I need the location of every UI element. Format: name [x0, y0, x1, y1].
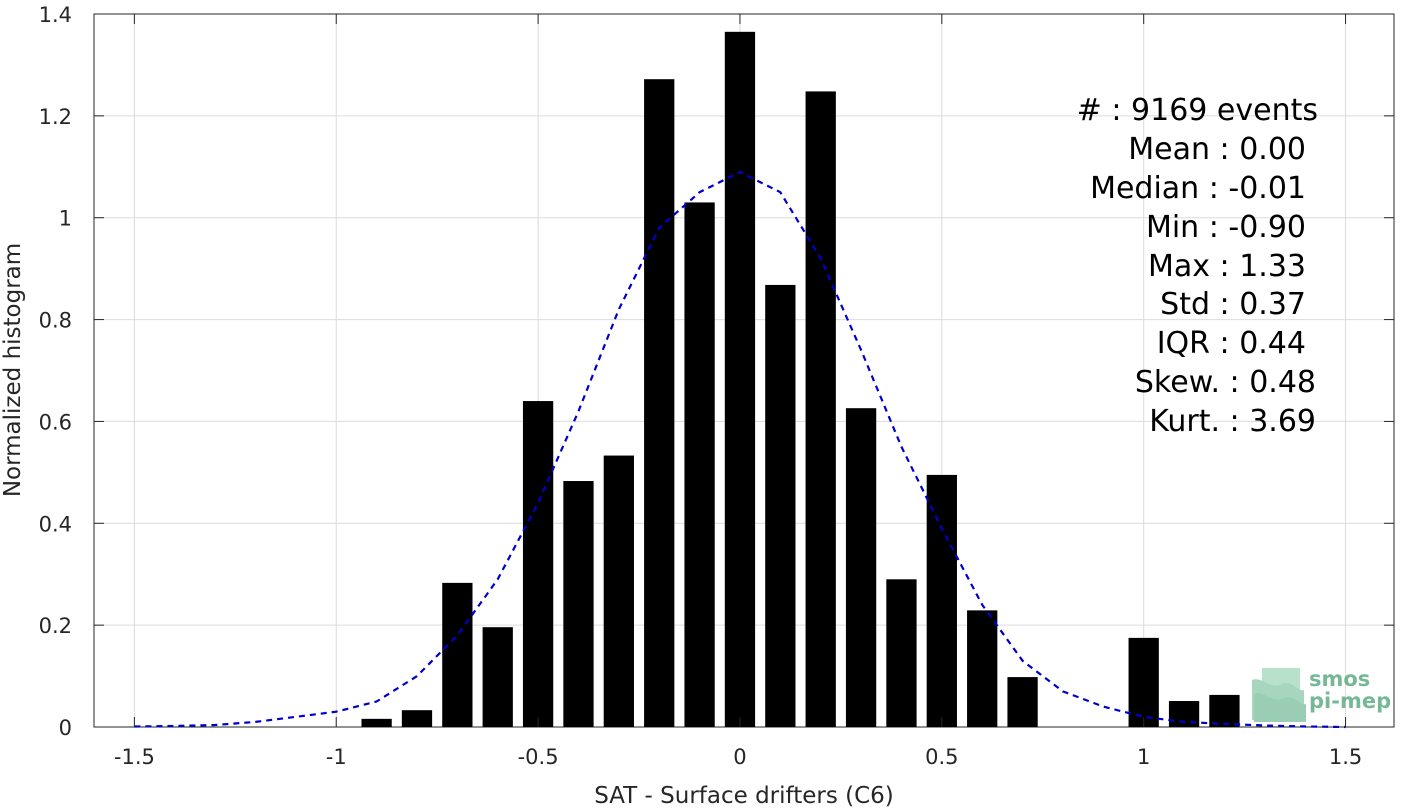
statistics-block: # : 9169 events Mean : 0.00 Median : -0.…	[1077, 93, 1318, 439]
y-tick-label: 0.6	[39, 410, 72, 434]
stat-mean: Mean : 0.00	[1128, 132, 1306, 167]
histogram-bar	[805, 91, 836, 727]
histogram-bar	[967, 610, 998, 727]
histogram-bar	[482, 627, 513, 727]
stat-median: Median : -0.01	[1090, 171, 1306, 206]
logo-text-pimep: pi-mep	[1309, 689, 1391, 713]
x-tick-label: -1.5	[114, 745, 155, 769]
histogram-bar	[1209, 694, 1240, 727]
stat-iqr: IQR : 0.44	[1157, 326, 1306, 361]
x-tick-label: 1	[1137, 745, 1150, 769]
x-tick-label: 0.5	[925, 745, 958, 769]
histogram-bar	[361, 718, 392, 727]
y-tick-label: 1.4	[39, 3, 72, 27]
x-axis-label: SAT - Surface drifters (C6)	[594, 783, 894, 809]
normal-fit-curve	[134, 170, 1346, 729]
x-tick-label: -1	[326, 745, 347, 769]
bars	[361, 31, 1240, 727]
histogram-bar	[765, 284, 796, 727]
histogram-bar	[1007, 677, 1038, 727]
histogram-bar	[522, 401, 554, 727]
logo-mark-icon	[1252, 668, 1306, 722]
histogram-bar	[442, 582, 473, 727]
histogram-bar	[724, 31, 756, 727]
histogram-bar	[1128, 637, 1159, 727]
x-tick-label: -0.5	[518, 745, 559, 769]
y-tick-label: 0	[59, 716, 72, 740]
histogram-bar	[603, 455, 634, 727]
stat-kurt: Kurt. : 3.69	[1149, 404, 1316, 439]
y-axis-label: Normalized histogram	[0, 243, 26, 497]
smos-pi-mep-logo: smos pi-mep	[1252, 667, 1391, 722]
stat-std: Std : 0.37	[1160, 287, 1306, 322]
stat-events: # : 9169 events	[1077, 93, 1318, 128]
ticks: -1.5 -1 -0.5 0 0.5 1 1.5 0 0.2 0.4 0.6 0.8 1 1.2 1.4	[39, 3, 1394, 769]
logo-text-smos: smos	[1309, 667, 1370, 691]
histogram-bar	[401, 710, 433, 727]
x-tick-label: 0	[733, 745, 746, 769]
histogram-bar	[684, 202, 715, 727]
histogram-bar	[845, 408, 877, 727]
stat-min: Min : -0.90	[1146, 210, 1306, 245]
y-tick-label: 0.2	[39, 614, 72, 638]
stat-max: Max : 1.33	[1148, 249, 1306, 284]
x-tick-label: 1.5	[1329, 745, 1362, 769]
y-tick-label: 1.2	[39, 105, 72, 129]
histogram-bar	[644, 79, 675, 727]
y-tick-label: 0.4	[39, 512, 72, 536]
histogram-bar	[926, 474, 957, 727]
stat-skew: Skew. : 0.48	[1135, 365, 1316, 400]
histogram-bar	[886, 579, 917, 727]
y-tick-label: 0.8	[39, 309, 72, 333]
y-tick-label: 1	[59, 207, 72, 231]
histogram-bar	[563, 481, 594, 727]
